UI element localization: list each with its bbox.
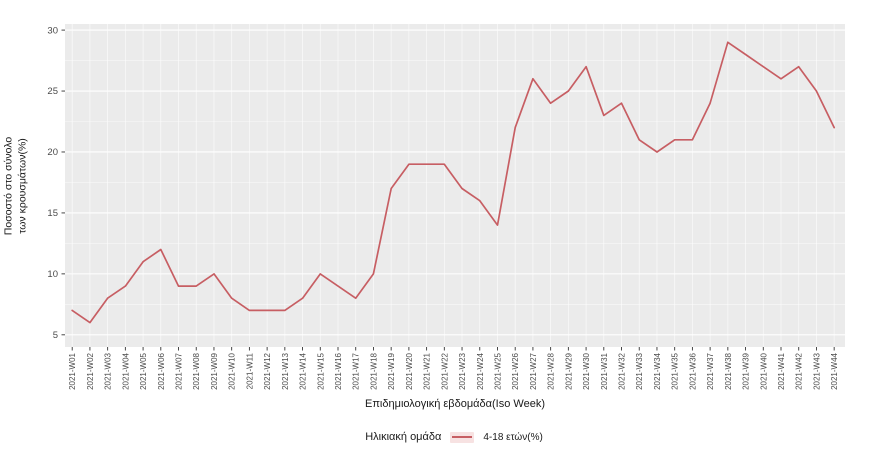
x-tick-label: 2021-W02 — [86, 352, 95, 389]
x-tick-label: 2021-W30 — [582, 352, 591, 389]
x-tick-label: 2021-W34 — [653, 352, 662, 389]
x-tick-label: 2021-W27 — [529, 352, 538, 389]
y-axis-title-line2: των κρουσμάτων(%) — [16, 138, 28, 234]
x-tick-label: 2021-W24 — [476, 352, 485, 389]
plot-panel — [65, 24, 845, 347]
x-tick-label: 2021-W25 — [493, 352, 502, 389]
y-tick-label: 15 — [47, 208, 58, 219]
x-tick-label: 2021-W03 — [104, 352, 113, 389]
x-tick-label: 2021-W08 — [192, 352, 201, 389]
x-tick-label: 2021-W10 — [228, 352, 237, 389]
x-tick-label: 2021-W21 — [423, 352, 432, 389]
x-tick-label: 2021-W40 — [759, 352, 768, 389]
x-tick-label: 2021-W42 — [795, 352, 804, 389]
legend-key — [450, 431, 475, 443]
x-tick-label: 2021-W43 — [812, 352, 821, 389]
x-tick-label: 2021-W16 — [334, 352, 343, 389]
x-tick-label: 2021-W09 — [210, 352, 219, 389]
x-tick-label: 2021-W17 — [352, 352, 361, 389]
legend-item-label: 4-18 ετών(%) — [483, 431, 543, 443]
x-tick-label: 2021-W38 — [724, 352, 733, 389]
legend-line-icon — [452, 435, 473, 438]
y-tick-label: 10 — [47, 269, 58, 280]
x-tick-label: 2021-W07 — [175, 352, 184, 389]
legend: Ηλικιακή ομάδα 4-18 ετών(%) — [0, 431, 880, 443]
x-tick-label: 2021-W36 — [688, 352, 697, 389]
x-tick-label: 2021-W33 — [635, 352, 644, 389]
series-line-4-18 — [71, 41, 836, 324]
x-tick-label: 2021-W29 — [564, 352, 573, 389]
x-tick-label: 2021-W04 — [121, 352, 130, 389]
x-tick-label: 2021-W22 — [440, 352, 449, 389]
x-tick-label: 2021-W26 — [511, 352, 520, 389]
x-tick-label: 2021-W44 — [830, 352, 839, 389]
x-tick-label: 2021-W20 — [405, 352, 414, 389]
x-tick-label: 2021-W31 — [600, 352, 609, 389]
x-axis-title: Επιδημιολογική εβδομάδα(Iso Week) — [365, 398, 545, 410]
x-tick-label: 2021-W13 — [281, 352, 290, 389]
y-tick-label: 25 — [47, 86, 58, 97]
x-tick-label: 2021-W11 — [245, 352, 254, 389]
x-tick-label: 2021-W41 — [777, 352, 786, 389]
x-tick-label: 2021-W12 — [263, 352, 272, 389]
x-tick-label: 2021-W06 — [157, 352, 166, 389]
legend-title: Ηλικιακή ομάδα — [365, 431, 442, 443]
x-tick-label: 2021-W01 — [68, 352, 77, 389]
x-tick-label: 2021-W39 — [742, 352, 751, 389]
x-tick-label: 2021-W35 — [671, 352, 680, 389]
x-tick-label: 2021-W28 — [547, 352, 556, 389]
x-tick-label: 2021-W05 — [139, 352, 148, 389]
x-tick-label: 2021-W19 — [387, 352, 396, 389]
y-axis-title: Ποσοστό στο σύνολο των κρουσμάτων(%) — [2, 137, 29, 235]
x-tick-label: 2021-W14 — [299, 352, 308, 389]
y-tick-label: 5 — [53, 330, 58, 341]
y-tick-label: 20 — [47, 147, 58, 158]
y-tick-label: 30 — [47, 25, 58, 36]
x-tick-label: 2021-W15 — [316, 352, 325, 389]
y-axis-title-line1: Ποσοστό στο σύνολο — [2, 136, 15, 236]
x-tick-label: 2021-W37 — [706, 352, 715, 389]
x-tick-label: 2021-W23 — [458, 352, 467, 389]
x-tick-label: 2021-W32 — [618, 352, 627, 389]
x-tick-label: 2021-W18 — [369, 352, 378, 389]
